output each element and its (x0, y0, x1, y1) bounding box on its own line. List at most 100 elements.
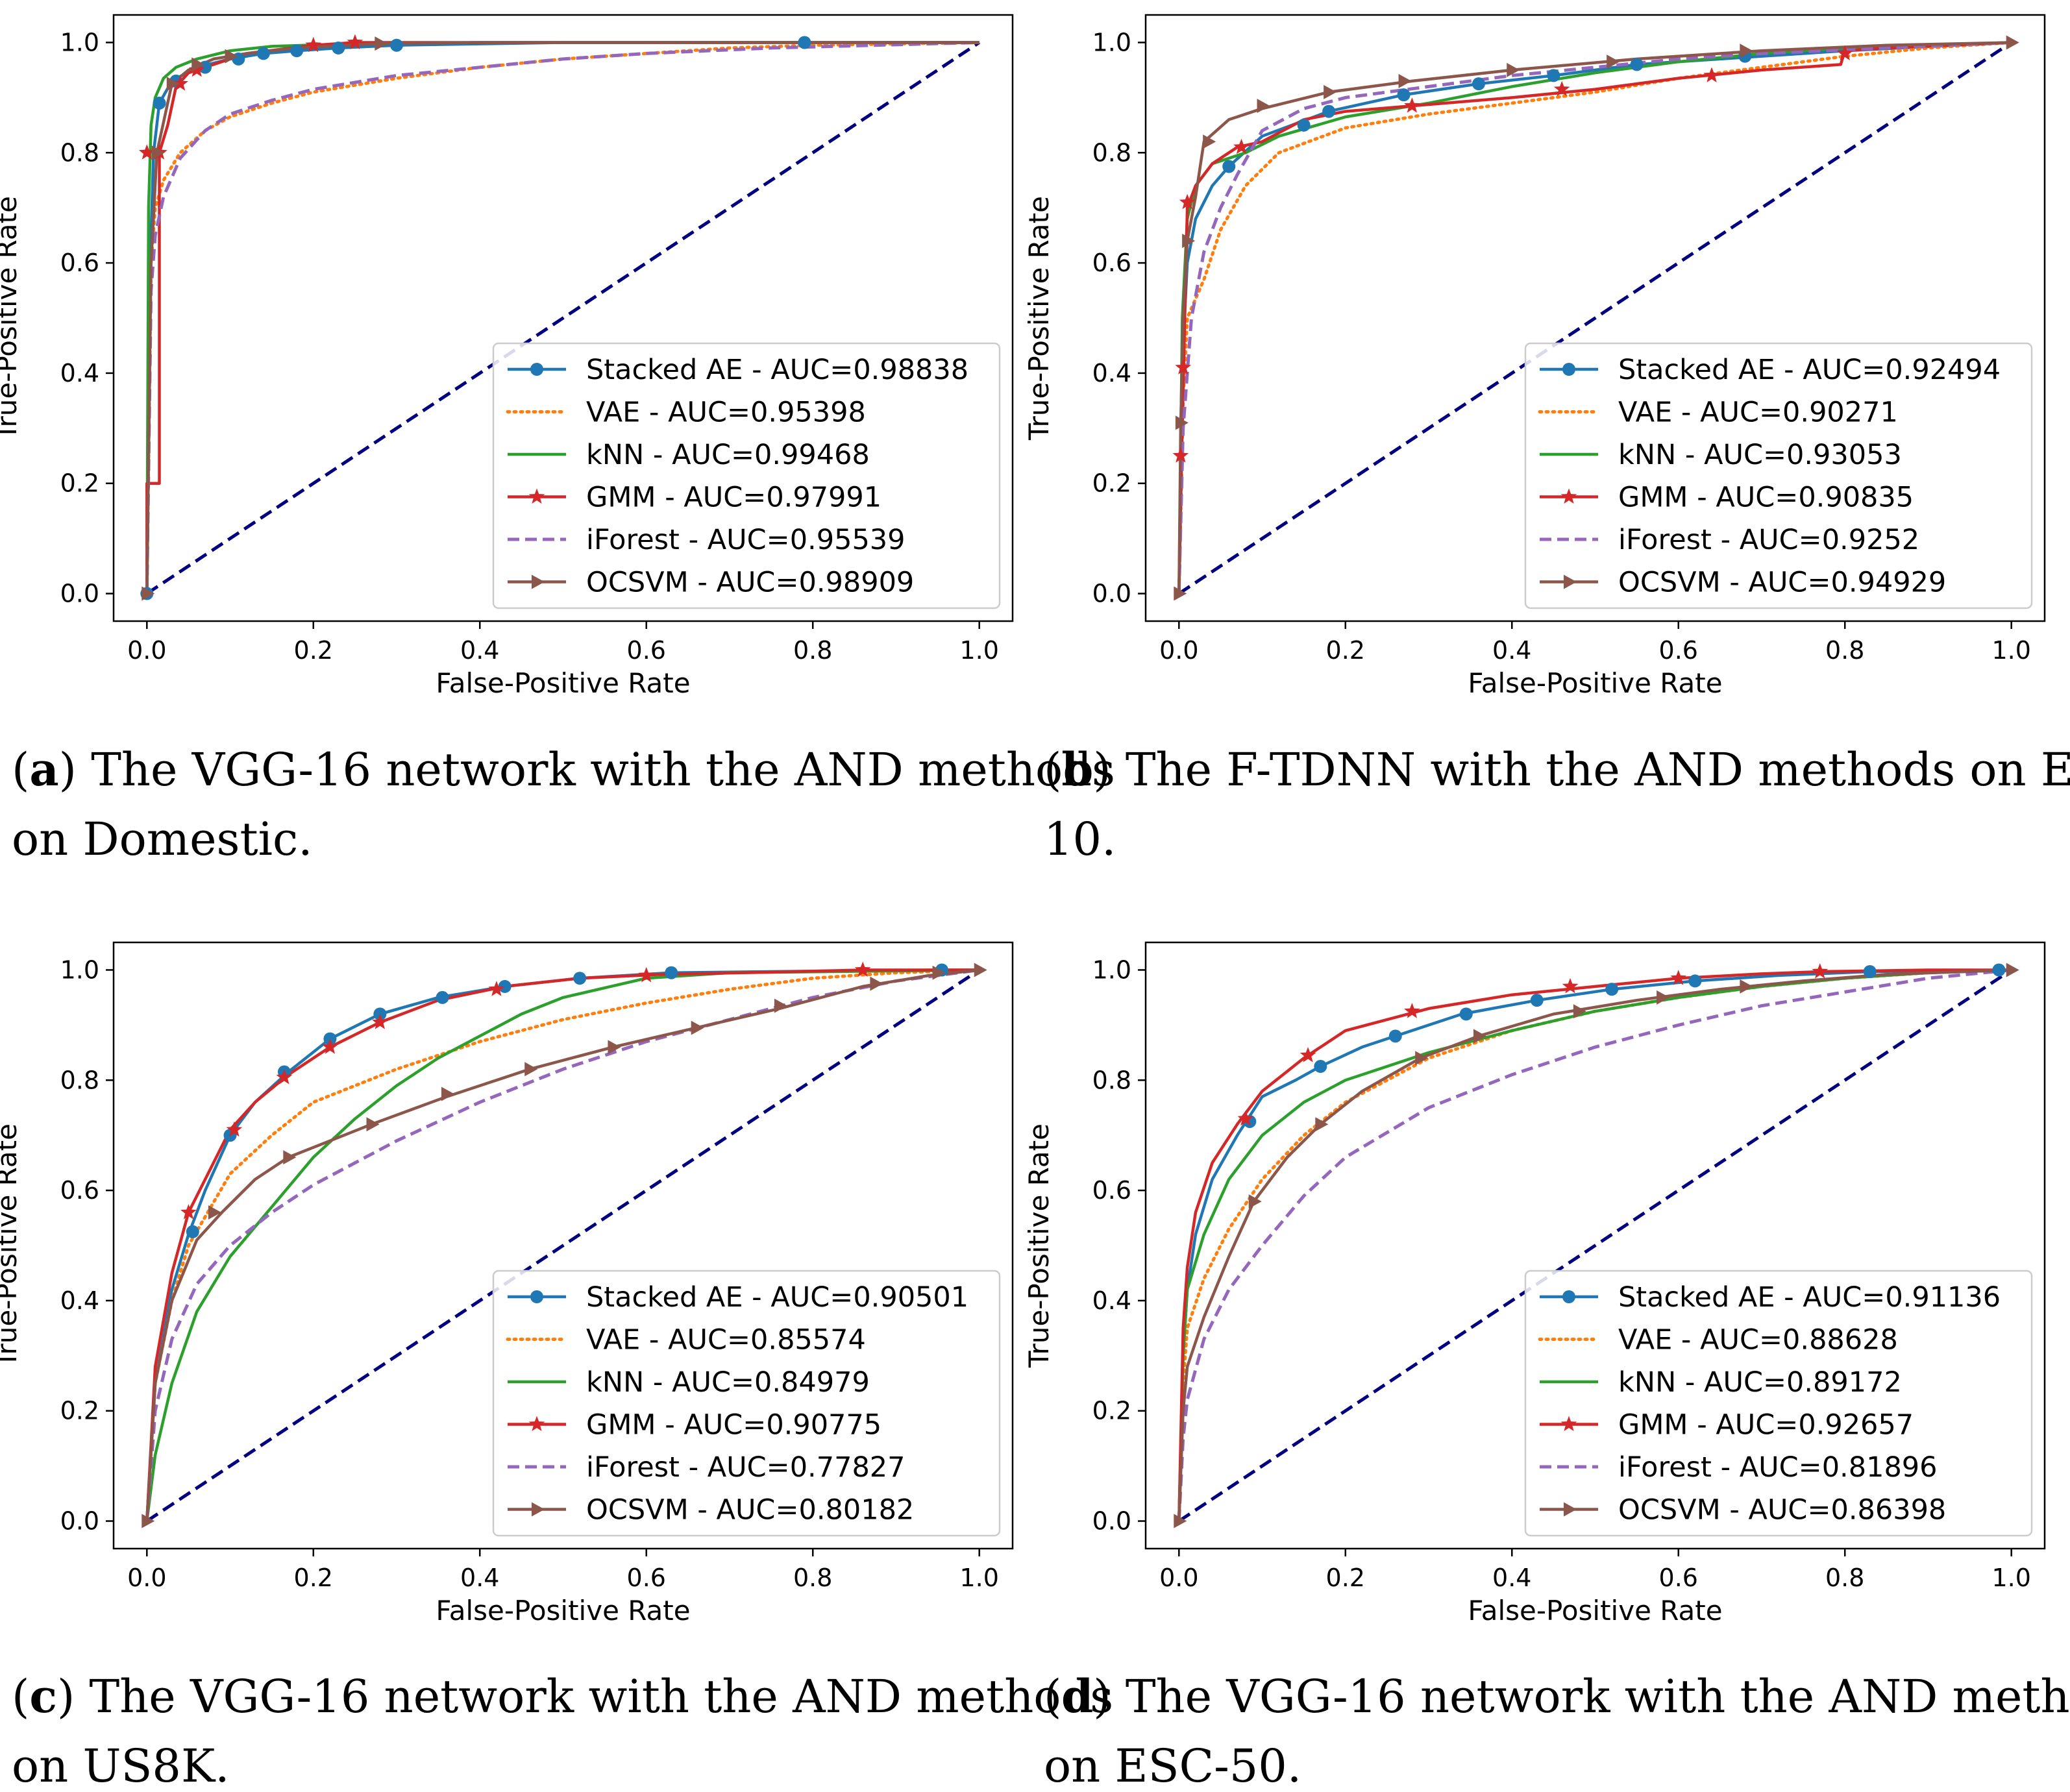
axes-frame (1144, 941, 2046, 1550)
x-tick-label: 0.6 (627, 1564, 666, 1592)
legend-marker-stacked_ae (530, 1290, 543, 1303)
y-tick-label: 1.0 (1092, 28, 1131, 56)
series-marker-ocsvm (142, 1514, 155, 1528)
series-marker-ocsvm (166, 77, 180, 92)
y-axis-label: True-Positive Rate (1023, 196, 1055, 441)
x-tick-label: 0.2 (294, 1564, 333, 1592)
legend-label-knn: kNN - AUC=0.93053 (1618, 439, 1902, 471)
series-line-iforest (145, 41, 980, 594)
y-tick-label: 1.0 (60, 955, 99, 984)
series-marker-gmm (372, 1014, 388, 1029)
y-tick-label: 0.0 (1092, 1507, 1131, 1536)
series-line-gmm (1177, 41, 2012, 594)
series-marker-stacked_ae (1530, 994, 1544, 1007)
x-tick-label: 0.0 (1159, 1564, 1198, 1592)
caption-line: on Domestic. (12, 813, 312, 866)
legend-frame (492, 342, 1001, 609)
series-marker-stacked_ae (1388, 1029, 1402, 1043)
series-marker-gmm (276, 1069, 293, 1085)
x-tick-label: 0.6 (1659, 1564, 1698, 1592)
caption-letter: d (1061, 1669, 1093, 1723)
chance-diagonal (1177, 968, 2013, 1523)
legend-frame (1524, 342, 2033, 609)
series-marker-ocsvm (1740, 979, 1753, 994)
legend: Stacked AE - AUC=0.92494 VAE - AUC=0.9027… (1524, 342, 2033, 609)
series-line-vae (1177, 41, 2014, 595)
series-marker-gmm (347, 34, 363, 49)
series-marker-stacked_ae (1863, 965, 1877, 979)
axes-frame (112, 941, 1014, 1550)
plot-area (138, 34, 981, 601)
series-marker-ocsvm (366, 1117, 380, 1132)
series-marker-ocsvm (524, 1062, 538, 1077)
y-tick-label: 0.2 (1092, 469, 1131, 498)
series-marker-stacked_ae (1322, 104, 1336, 118)
series-marker-stacked_ae (256, 47, 270, 60)
caption-line: (b) The F-TDNN with the AND methods on E… (1044, 743, 2070, 796)
series-line-gmm (1177, 968, 2012, 1521)
series-marker-gmm (226, 1121, 243, 1137)
series-marker-gmm (1836, 45, 1853, 60)
series-marker-ocsvm (1473, 1029, 1486, 1044)
caption-line: on US8K. (12, 1739, 230, 1792)
series-marker-stacked_ae (798, 36, 811, 49)
x-tick-label: 0.8 (793, 636, 832, 665)
y-tick-label: 0.6 (60, 1176, 99, 1205)
x-tick-label: 0.4 (460, 636, 499, 665)
legend-label-vae: VAE - AUC=0.95398 (586, 397, 866, 429)
series-marker-stacked_ae (1992, 963, 2006, 977)
y-axis-label: True-Positive Rate (1023, 1123, 1055, 1368)
legend-label-stacked_ae: Stacked AE - AUC=0.91136 (1618, 1281, 2001, 1314)
x-tick-label: 0.2 (1326, 636, 1365, 665)
y-tick-label: 1.0 (60, 28, 99, 56)
series-marker-ocsvm (208, 1205, 221, 1220)
series-marker-gmm (1300, 1047, 1316, 1062)
series-marker-ocsvm (142, 586, 155, 601)
series-line-knn (1177, 41, 2012, 594)
legend-marker-gmm (1560, 488, 1577, 504)
plot-area (142, 961, 987, 1528)
plot-area (1172, 35, 2019, 601)
series-marker-ocsvm (1507, 62, 1520, 77)
x-tick-label: 0.6 (1659, 636, 1698, 665)
y-tick-label: 0.0 (60, 580, 99, 608)
y-tick-label: 0.4 (60, 359, 99, 387)
legend-marker-ocsvm (532, 1502, 545, 1517)
series-line-ocsvm (145, 41, 980, 594)
series-marker-gmm (1553, 80, 1570, 97)
series-marker-ocsvm (1607, 55, 1620, 69)
x-tick-label: 0.0 (1159, 636, 1198, 665)
series-marker-gmm (1812, 963, 1829, 979)
legend-label-iforest: iForest - AUC=0.77827 (586, 1451, 906, 1484)
legend-label-gmm: GMM - AUC=0.92657 (1618, 1409, 1914, 1442)
legend-label-ocsvm: OCSVM - AUC=0.86398 (1618, 1494, 1946, 1527)
series-marker-gmm (1562, 977, 1579, 994)
series-marker-ocsvm (1257, 99, 1270, 114)
series-marker-ocsvm (2006, 963, 2019, 977)
series-marker-stacked_ae (153, 96, 166, 110)
series-marker-stacked_ae (665, 966, 678, 979)
series-marker-gmm (138, 144, 155, 160)
series-marker-gmm (172, 75, 188, 91)
y-tick-label: 0.0 (1092, 580, 1131, 608)
caption-letter: c (29, 1669, 57, 1723)
series-line-stacked_ae (1177, 968, 2012, 1521)
y-tick-label: 0.6 (1092, 1176, 1131, 1205)
legend-label-vae: VAE - AUC=0.90271 (1618, 397, 1898, 429)
plot-area (1174, 963, 2019, 1528)
series-marker-ocsvm (1740, 43, 1753, 58)
y-tick-label: 0.4 (1092, 359, 1131, 387)
chart-panel-d: 0.0 0.2 0.4 0.6 0.8 1.0 0.0 0.2 0.4 0.6 0.8 1.0 Fals… (1023, 941, 2070, 1792)
x-axis-label: False-Positive Rate (436, 1595, 690, 1626)
x-tick-label: 0.2 (1326, 1564, 1365, 1592)
legend-label-ocsvm: OCSVM - AUC=0.94929 (1618, 567, 1946, 599)
legend: Stacked AE - AUC=0.91136 VAE - AUC=0.8862… (1524, 1270, 2033, 1537)
y-tick-label: 0.2 (60, 1397, 99, 1425)
x-axis-label: False-Positive Rate (436, 667, 690, 699)
legend-label-iforest: iForest - AUC=0.81896 (1618, 1451, 1938, 1484)
caption-line: on ESC-50. (1044, 1739, 1301, 1792)
caption: (b) The F-TDNN with the AND methods on E… (1044, 743, 2070, 866)
series-marker-ocsvm (1182, 234, 1196, 249)
legend-label-stacked_ae: Stacked AE - AUC=0.92494 (1618, 354, 2001, 386)
series-marker-gmm (1404, 97, 1420, 113)
